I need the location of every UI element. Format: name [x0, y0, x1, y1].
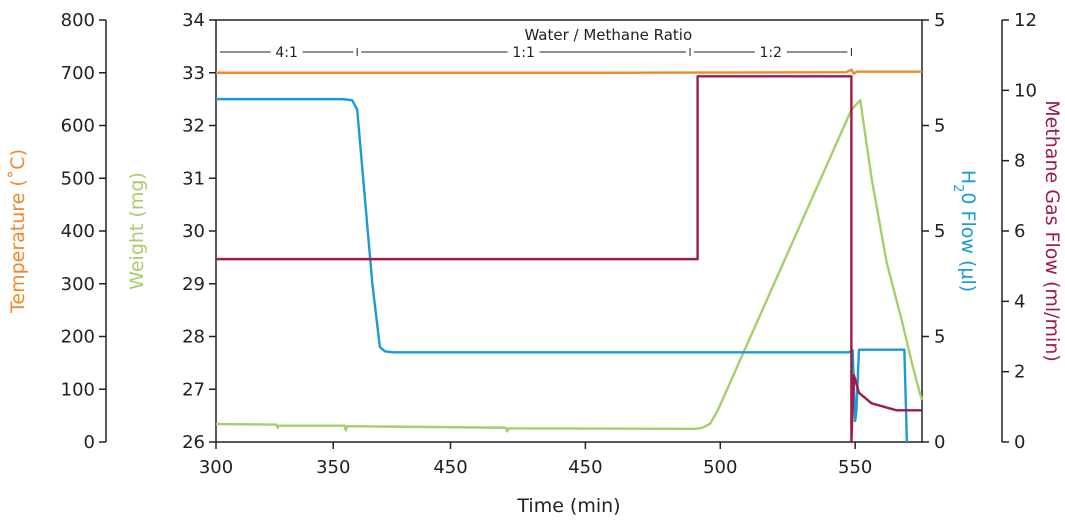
- ratio-segment-label: 1:1: [512, 45, 535, 61]
- axis-title-h2o-flow: H20 Flow (µl): [951, 170, 980, 292]
- ratio-segment-label: 1:2: [759, 45, 782, 61]
- series-line-methane: [216, 76, 922, 442]
- tick-label-h2o: 0: [934, 432, 945, 453]
- tick-label-weight: 30: [182, 221, 205, 242]
- tick-label-h2o: 5: [934, 116, 945, 137]
- series-line-temp: [216, 70, 922, 74]
- x-tick-label: 350: [316, 457, 350, 478]
- tick-label-methane: 6: [1014, 221, 1025, 242]
- x-tick-label: 450: [433, 457, 467, 478]
- tick-label-h2o: 5: [934, 221, 945, 242]
- x-axis-title: Time (min): [516, 495, 620, 517]
- axis-title-h2o-part: 0 Flow (µl): [957, 192, 979, 292]
- axis-title-h2o-subscript: 2: [951, 184, 966, 192]
- plot-frame: [216, 20, 922, 442]
- tick-label-h2o: 5: [934, 10, 945, 31]
- tick-label-weight: 32: [182, 116, 205, 137]
- tick-label-temp: 700: [61, 63, 95, 84]
- tick-label-weight: 33: [182, 63, 205, 84]
- tick-label-weight: 34: [182, 10, 205, 31]
- tick-label-methane: 4: [1014, 291, 1025, 312]
- tick-label-temp: 400: [61, 221, 95, 242]
- axis-title-h2o-part: H: [957, 170, 979, 184]
- tick-label-temp: 600: [61, 116, 95, 137]
- series-line-weight: [216, 100, 922, 431]
- x-tick-label: 450: [568, 457, 602, 478]
- tick-label-h2o: 5: [934, 327, 945, 348]
- tick-label-temp: 200: [61, 327, 95, 348]
- x-tick-label: 550: [838, 457, 872, 478]
- tick-label-weight: 27: [182, 379, 205, 400]
- ratio-segment-label: 4:1: [275, 45, 298, 61]
- tick-label-methane: 0: [1014, 432, 1025, 453]
- tick-label-methane: 10: [1014, 80, 1037, 101]
- tick-label-methane: 8: [1014, 151, 1025, 172]
- tick-label-weight: 28: [182, 327, 205, 348]
- tick-label-weight: 29: [182, 274, 205, 295]
- axis-title-methane-flow: Methane Gas Flow (ml/min): [1041, 100, 1063, 362]
- series-layer: [216, 70, 922, 442]
- x-tick-label: 300: [199, 457, 233, 478]
- axis-title-temperature: Temperature (˚C): [7, 149, 29, 314]
- tick-label-weight: 31: [182, 168, 205, 189]
- ratio-annotation: Water / Methane Ratio 4:1 1:1 1:2: [220, 26, 851, 61]
- axis-title-weight: Weight (mg): [126, 172, 148, 290]
- tick-label-temp: 800: [61, 10, 95, 31]
- tick-label-temp: 0: [84, 432, 95, 453]
- tick-label-temp: 100: [61, 379, 95, 400]
- tick-label-temp: 500: [61, 168, 95, 189]
- ratio-annotation-title: Water / Methane Ratio: [524, 26, 692, 44]
- tick-label-weight: 26: [182, 432, 205, 453]
- tick-label-methane: 12: [1014, 10, 1037, 31]
- series-line-h2o: [216, 99, 907, 442]
- tick-label-temp: 300: [61, 274, 95, 295]
- tick-label-methane: 2: [1014, 362, 1025, 383]
- x-tick-label: 500: [703, 457, 737, 478]
